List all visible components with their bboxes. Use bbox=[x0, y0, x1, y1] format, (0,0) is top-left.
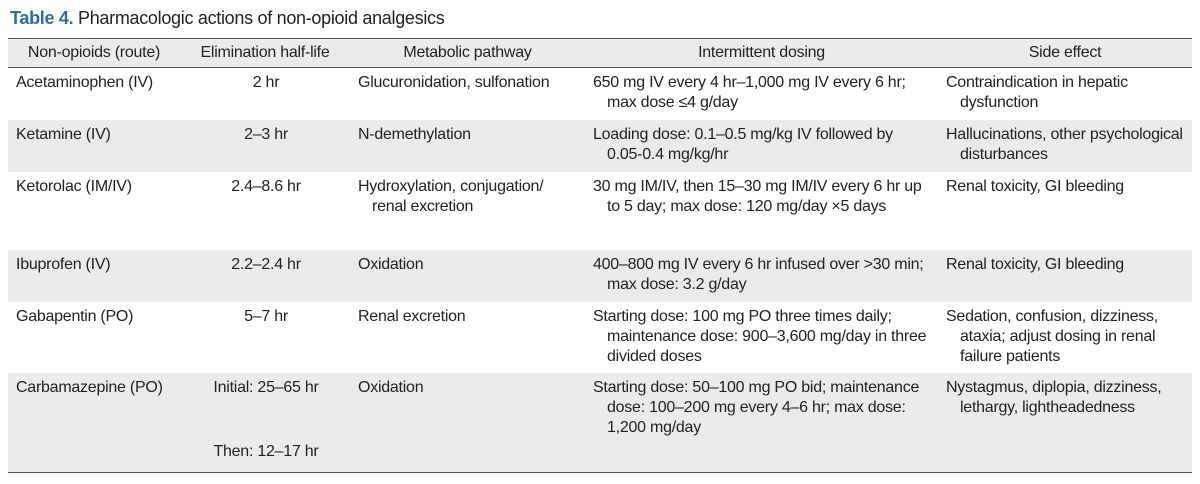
table-cell: Hallucinations, other psychological dist… bbox=[946, 125, 1183, 163]
table-title: Table 4. Pharmacologic actions of non-op… bbox=[10, 8, 445, 29]
table-cell: Gabapentin (PO) bbox=[16, 307, 134, 325]
table-cell: 400–800 mg IV every 6 hr infused over >3… bbox=[593, 255, 924, 293]
table-row: Ibuprofen (IV) 2.2–2.4 hr Oxidation 400–800… bbox=[8, 249, 1192, 302]
table-cell: 30 mg IM/IV, then 15–30 mg IM/IV every 6… bbox=[593, 177, 922, 215]
table-cell: Ketorolac (IM/IV) bbox=[16, 177, 132, 195]
table-cell: Hydroxylation, conjugation/ renal excret… bbox=[358, 177, 544, 215]
table-row: Acetaminophen (IV) 2 hr Glucuronidation, s… bbox=[8, 68, 1192, 120]
header-row: Non-opioids (route) Elimination half-life… bbox=[8, 38, 1192, 68]
table-cell: 650 mg IV every 4 hr–1,000 mg IV every 6… bbox=[593, 74, 906, 111]
column-header: Metabolic pathway bbox=[403, 44, 532, 61]
table-cell: Acetaminophen (IV) bbox=[16, 74, 153, 91]
table-row: Carbamazepine (PO) Initial: 25–65 hr Then:… bbox=[8, 372, 1192, 473]
table-cell: Starting dose: 50–100 mg PO bid; mainten… bbox=[593, 378, 920, 436]
table-cell: 2 hr bbox=[252, 74, 280, 91]
table-row: Ketamine (IV) 2–3 hr N-demethylation Loadin… bbox=[8, 119, 1192, 172]
table-cell: Renal toxicity, GI bleeding bbox=[946, 177, 1124, 195]
table-label: Table 4. bbox=[10, 8, 74, 28]
table-cell: Loading dose: 0.1–0.5 mg/kg IV followed … bbox=[593, 125, 893, 163]
table-cell: Nystagmus, diplopia, dizziness, lethargy… bbox=[946, 378, 1162, 416]
table-cell: Carbamazepine (PO) bbox=[16, 378, 163, 396]
table-header: Non-opioids (route) Elimination half-life… bbox=[8, 38, 1192, 68]
column-header: Non-opioids (route) bbox=[27, 44, 161, 61]
column-header: Elimination half-life bbox=[200, 44, 330, 61]
table-row: Ketorolac (IM/IV) 2.4–8.6 hr Hydroxylation… bbox=[8, 172, 1192, 250]
table-cell: 5–7 hr bbox=[244, 307, 288, 325]
cell-line: Then: 12–17 hr bbox=[213, 442, 319, 460]
table-cell: Contraindication in hepatic dysfunction bbox=[946, 74, 1128, 111]
table-cell: Initial: 25–65 hr Then: 12–17 hr bbox=[180, 373, 350, 473]
table-cell: Ibuprofen (IV) bbox=[16, 255, 111, 273]
table-cell: Oxidation bbox=[358, 378, 424, 396]
cell-line: Initial: 25–65 hr bbox=[213, 378, 319, 396]
column-header: Intermittent dosing bbox=[698, 44, 825, 61]
table-cell: Renal excretion bbox=[358, 307, 466, 325]
table-caption: Pharmacologic actions of non-opioid anal… bbox=[78, 8, 445, 28]
table-cell: 2.2–2.4 hr bbox=[231, 255, 301, 273]
table-row: Gabapentin (PO) 5–7 hr Renal excretion Star… bbox=[8, 302, 1192, 373]
table: Non-opioids (route) Elimination half-life… bbox=[8, 38, 1192, 473]
table-cell: Renal toxicity, GI bleeding bbox=[946, 255, 1124, 273]
table-cell: Oxidation bbox=[358, 255, 424, 273]
table-cell: Glucuronidation, sulfonation bbox=[358, 74, 550, 91]
table-cell: Ketamine (IV) bbox=[16, 125, 111, 143]
table-cell: 2–3 hr bbox=[244, 125, 288, 143]
table-cell: Starting dose: 100 mg PO three times dai… bbox=[593, 307, 927, 365]
table-cell: Sedation, confusion, dizziness, ataxia; … bbox=[946, 307, 1158, 365]
column-header: Side effect bbox=[1028, 44, 1102, 61]
table-cell: N-demethylation bbox=[358, 125, 471, 143]
table-body: Acetaminophen (IV) 2 hr Glucuronidation, s… bbox=[8, 68, 1192, 473]
table-cell: 2.4–8.6 hr bbox=[231, 177, 301, 195]
